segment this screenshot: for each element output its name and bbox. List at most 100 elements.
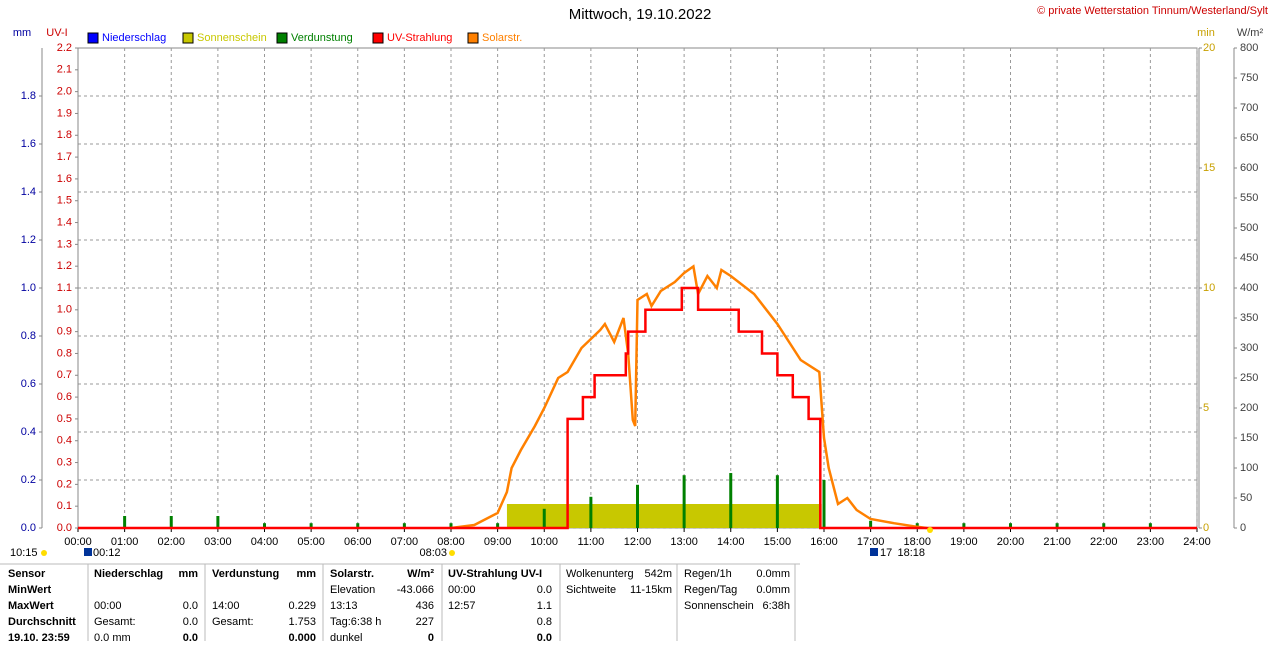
legend-swatch	[87, 32, 99, 44]
y-tick-label: 0.4	[57, 435, 72, 447]
evaporation-bar	[542, 508, 546, 528]
table-cell: 0.0	[537, 584, 552, 596]
legend-label: Sonnenschein	[197, 32, 267, 44]
series-line	[78, 286, 1197, 530]
table-cell: Gesamt:	[94, 616, 136, 628]
evaporation-bar	[636, 484, 639, 528]
evaporation-bar	[822, 480, 826, 528]
evaporation-bar	[729, 473, 733, 528]
y-tick-label: 1.4	[21, 186, 36, 198]
evaporation-bar	[123, 516, 127, 528]
table-cell: 0.0	[183, 632, 198, 641]
sun-moon-time: 10:15	[10, 547, 38, 559]
y-tick-label: 1.1	[57, 282, 72, 294]
sun-moon-time: 08:03	[419, 547, 447, 559]
table-cell: Wolkenunterg	[566, 568, 634, 580]
credit: © private Wetterstation Tinnum/Westerlan…	[1037, 5, 1268, 17]
x-tick-label: 05:00	[297, 536, 325, 548]
y-tick-label: 2.0	[57, 86, 72, 98]
y-tick-label: 0.0	[21, 522, 36, 534]
y-tick-label: 250	[1240, 372, 1258, 384]
y-tick-label: 1.6	[57, 173, 72, 185]
x-tick-label: 19:00	[950, 536, 978, 548]
y-tick-label: 1.2	[21, 234, 36, 246]
x-tick-label: 24:00	[1183, 536, 1211, 548]
evaporation-bar	[1102, 523, 1106, 528]
table-cell: Regen/Tag	[684, 584, 737, 596]
sun-icon	[41, 550, 47, 556]
y-tick-label: 400	[1240, 282, 1258, 294]
x-tick-label: 20:00	[997, 536, 1025, 548]
table-cell: 1.753	[288, 616, 316, 628]
y-tick-label: 0.3	[57, 456, 72, 468]
y-tick-label: 0.7	[57, 369, 72, 381]
x-tick-label: 06:00	[344, 536, 372, 548]
y-tick-label: 0.2	[21, 474, 36, 486]
table-cell: 0.229	[288, 600, 316, 612]
y-tick-label: 450	[1240, 252, 1258, 264]
evaporation-bar	[682, 475, 686, 528]
series-line	[450, 264, 927, 530]
x-tick-label: 01:00	[111, 536, 139, 548]
x-tick-label: 00:00	[64, 536, 92, 548]
evaporation-bar	[962, 523, 966, 528]
evaporation-bar	[496, 523, 500, 528]
y-tick-label: 1.4	[57, 216, 72, 228]
evaporation-bar	[589, 496, 593, 528]
y-tick-label: 2.1	[57, 64, 72, 76]
x-tick-label: 13:00	[670, 536, 698, 548]
y-tick-label: 0.6	[21, 378, 36, 390]
y-tick-label: 200	[1240, 402, 1258, 414]
y-tick-label: 1.7	[57, 151, 72, 163]
y-tick-label: 20	[1203, 42, 1215, 54]
table-cell: 0.000	[288, 632, 316, 641]
y-tick-label: 1.8	[21, 90, 36, 102]
table-cell: Durchschnitt	[8, 616, 76, 628]
y-tick-label: 700	[1240, 102, 1258, 114]
evaporation-bar	[169, 516, 173, 528]
table-cell: 0.0	[183, 600, 198, 612]
moon-icon	[870, 548, 878, 556]
y-tick-label: 5	[1203, 402, 1209, 414]
table-cell: MinWert	[8, 584, 52, 596]
table-cell: 0.0	[183, 616, 198, 628]
x-tick-label: 16:00	[810, 536, 838, 548]
y-tick-label: 1.3	[57, 238, 72, 250]
y-tick-label: 0.5	[57, 413, 72, 425]
y-tick-label: 50	[1240, 492, 1252, 504]
x-tick-label: 15:00	[764, 536, 792, 548]
table-cell: MaxWert	[8, 600, 54, 612]
evaporation-bar	[449, 523, 453, 528]
y-tick-label: 650	[1240, 132, 1258, 144]
table-cell: Elevation	[330, 584, 375, 596]
table-cell: Regen/1h	[684, 568, 732, 580]
table-cell: 0.0mm	[756, 568, 790, 580]
legend-swatch	[182, 32, 194, 44]
y-tick-label: 750	[1240, 72, 1258, 84]
evaporation-bar	[1009, 523, 1012, 528]
evaporation-bar	[1055, 523, 1059, 528]
sun-icon	[449, 550, 455, 556]
table-cell: 13:13	[330, 600, 358, 612]
table-cell: 0	[428, 632, 434, 641]
table-cell: 436	[416, 600, 434, 612]
table-cell: 0.8	[537, 616, 552, 628]
y-tick-label: 1.2	[57, 260, 72, 272]
table-cell: 6:38h	[762, 600, 790, 612]
y-tick-label: 0	[1240, 522, 1246, 534]
moon-icon	[84, 548, 92, 556]
evaporation-bar	[402, 523, 406, 528]
y-tick-label: 1.0	[57, 304, 72, 316]
y-tick-label: 1.8	[57, 129, 72, 141]
y-tick-label: 800	[1240, 42, 1258, 54]
table-cell: 00:00	[448, 584, 476, 596]
y-tick-label: 10	[1203, 282, 1215, 294]
x-tick-label: 17:00	[857, 536, 885, 548]
y-tick-label: 0.1	[57, 500, 72, 512]
table-cell: Solarstr.	[330, 568, 374, 580]
legend-label: Niederschlag	[102, 32, 166, 44]
table-cell: 542m	[644, 568, 672, 580]
axis-title: min	[1197, 27, 1215, 39]
x-tick-label: 08:00	[437, 536, 465, 548]
